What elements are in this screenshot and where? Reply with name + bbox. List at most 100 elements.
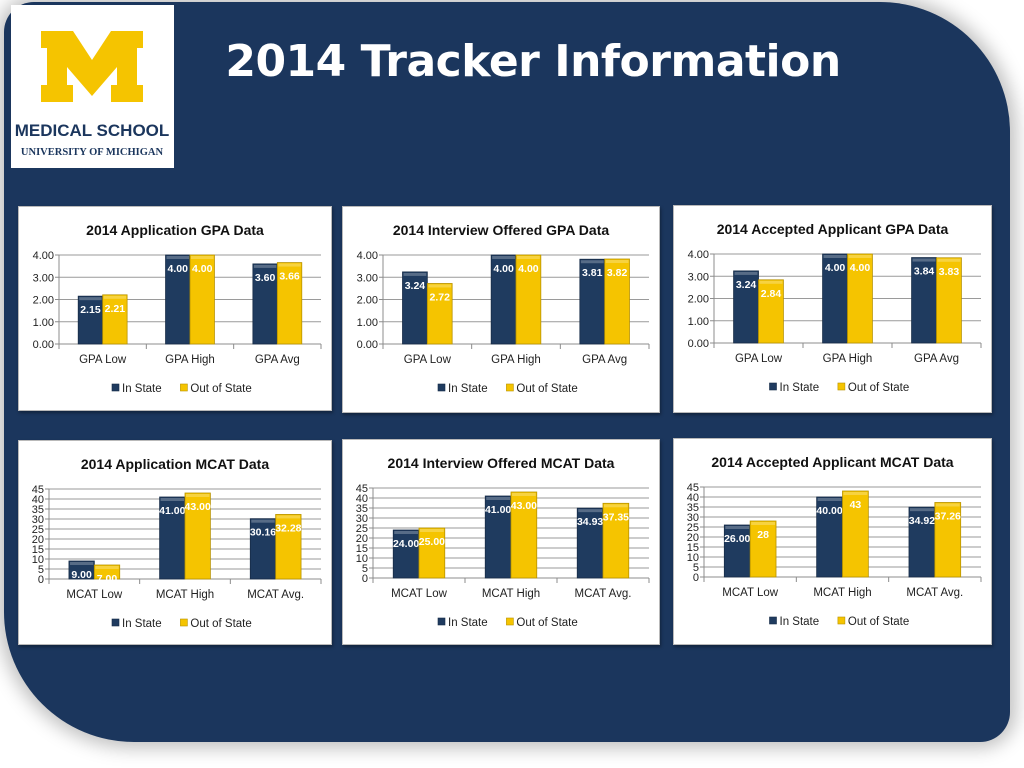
data-label: 3.24 [405,280,426,292]
data-label: 43.00 [511,500,537,512]
x-tick-label: MCAT Low [722,587,779,599]
bar [93,564,121,580]
bar [723,524,751,578]
bar-highlight [912,258,936,262]
legend-label: In State [448,617,488,629]
y-tick-label: 2.00 [688,294,709,306]
bar-highlight [253,264,277,268]
bar-highlight [394,531,418,534]
bar-highlight [909,508,934,512]
bar [189,254,215,345]
chart-application-gpa: 2014 Application GPA Data 0.00 1.00 2.00 3.0… [18,206,332,411]
legend-swatch [111,383,120,392]
legend-swatch [437,617,446,626]
y-tick-label: 3.00 [688,271,709,283]
data-label: 3.66 [279,271,300,283]
legend: In State Out of State [437,617,578,629]
legend-label: In State [780,616,820,628]
bar-highlight [492,256,515,259]
bar [249,518,277,580]
data-label: 4.00 [518,263,539,275]
y-tick-label: 30 [32,514,44,526]
bar-highlight [848,255,872,258]
chart-svg: 2014 Interview Offered MCAT Data 05101520… [356,455,650,629]
bar-highlight [191,256,214,259]
data-label: 4.00 [850,262,871,274]
y-tick-label: 0.00 [357,339,378,351]
legend-swatch [506,617,514,626]
x-tick-label: GPA Low [735,353,783,365]
x-tick-label: GPA Avg [255,354,300,366]
data-label: 30.16 [250,527,276,539]
bar-highlight [160,498,184,501]
legend-swatch [111,618,120,627]
y-tick-label: 0 [693,572,699,584]
y-tick-label: 35 [356,503,368,515]
x-tick-label: GPA Low [79,354,127,366]
x-tick-label: MCAT Avg. [575,588,632,600]
bar [749,520,777,578]
y-tick-label: 30 [687,512,699,524]
bar [515,254,542,345]
bar-highlight [420,529,444,532]
data-label: 37.35 [603,511,629,523]
legend-label: In State [780,382,820,394]
bar [908,506,936,578]
legend-label: Out of State [516,383,577,395]
data-label: 3.60 [255,272,276,284]
data-label: 25.00 [419,536,445,548]
y-tick-label: 40 [32,494,44,506]
y-tick-label: 30 [356,513,368,525]
bar [402,271,428,345]
y-tick-label: 5 [38,564,44,576]
chart-accepted-applicant-gpa: 2014 Accepted Applicant GPA Data 0.00 1.00… [673,205,992,413]
legend-swatch [769,616,777,625]
chart-title: 2014 Application GPA Data [86,222,264,238]
y-tick-label: 15 [687,542,699,554]
data-label: 4.00 [192,263,213,275]
x-tick-label: MCAT Avg. [906,587,963,599]
chart-title: 2014 Interview Offered GPA Data [393,222,610,238]
y-tick-label: 25 [32,524,44,536]
bar [604,258,630,345]
bar [490,254,517,345]
x-tick-label: GPA Avg [582,354,627,366]
bar-highlight [69,562,94,565]
data-label: 34.92 [909,515,935,527]
y-tick-label: 4.00 [33,250,54,262]
y-tick-label: 0 [362,573,368,585]
legend-label: Out of State [190,383,251,395]
legend: In State Out of State [769,616,909,628]
x-tick-label: GPA High [491,354,541,366]
data-label: 32.28 [275,522,301,534]
bar [758,279,784,344]
y-tick-label: 10 [32,554,44,566]
x-tick-label: MCAT Low [391,588,448,600]
bar [102,294,128,345]
legend-label: Out of State [848,382,909,394]
y-tick-label: 1.00 [357,317,378,329]
chart-svg: 2014 Accepted Applicant MCAT Data0510152… [687,454,982,628]
bar-highlight [725,526,750,529]
legend-label: Out of State [516,617,577,629]
block-m-mark [41,31,143,102]
bar-highlight [734,271,758,275]
x-tick-label: GPA Low [404,354,452,366]
chart-application-mcat: 2014 Application MCAT Data 0 5 10 15 20 25 30 35… [18,440,332,645]
y-tick-label: 2.00 [357,295,378,307]
block-m-logo-icon: MEDICAL SCHOOL UNIVERSITY OF MICHIGAN [15,31,169,158]
bar [276,262,303,345]
legend-label: In State [122,383,162,395]
bar-highlight [935,503,960,507]
bar [576,507,604,579]
bar [77,295,104,345]
legend: In State Out of State [111,383,252,395]
legend: In State Out of State [437,383,578,395]
data-label: 43.00 [185,501,211,513]
y-tick-label: 1.00 [33,317,54,329]
bar [911,257,937,344]
y-tick-label: 40 [356,493,368,505]
chart-svg: 2014 Application MCAT Data 05101520253035… [32,456,322,630]
bar-highlight [604,504,628,508]
bar [936,257,962,344]
